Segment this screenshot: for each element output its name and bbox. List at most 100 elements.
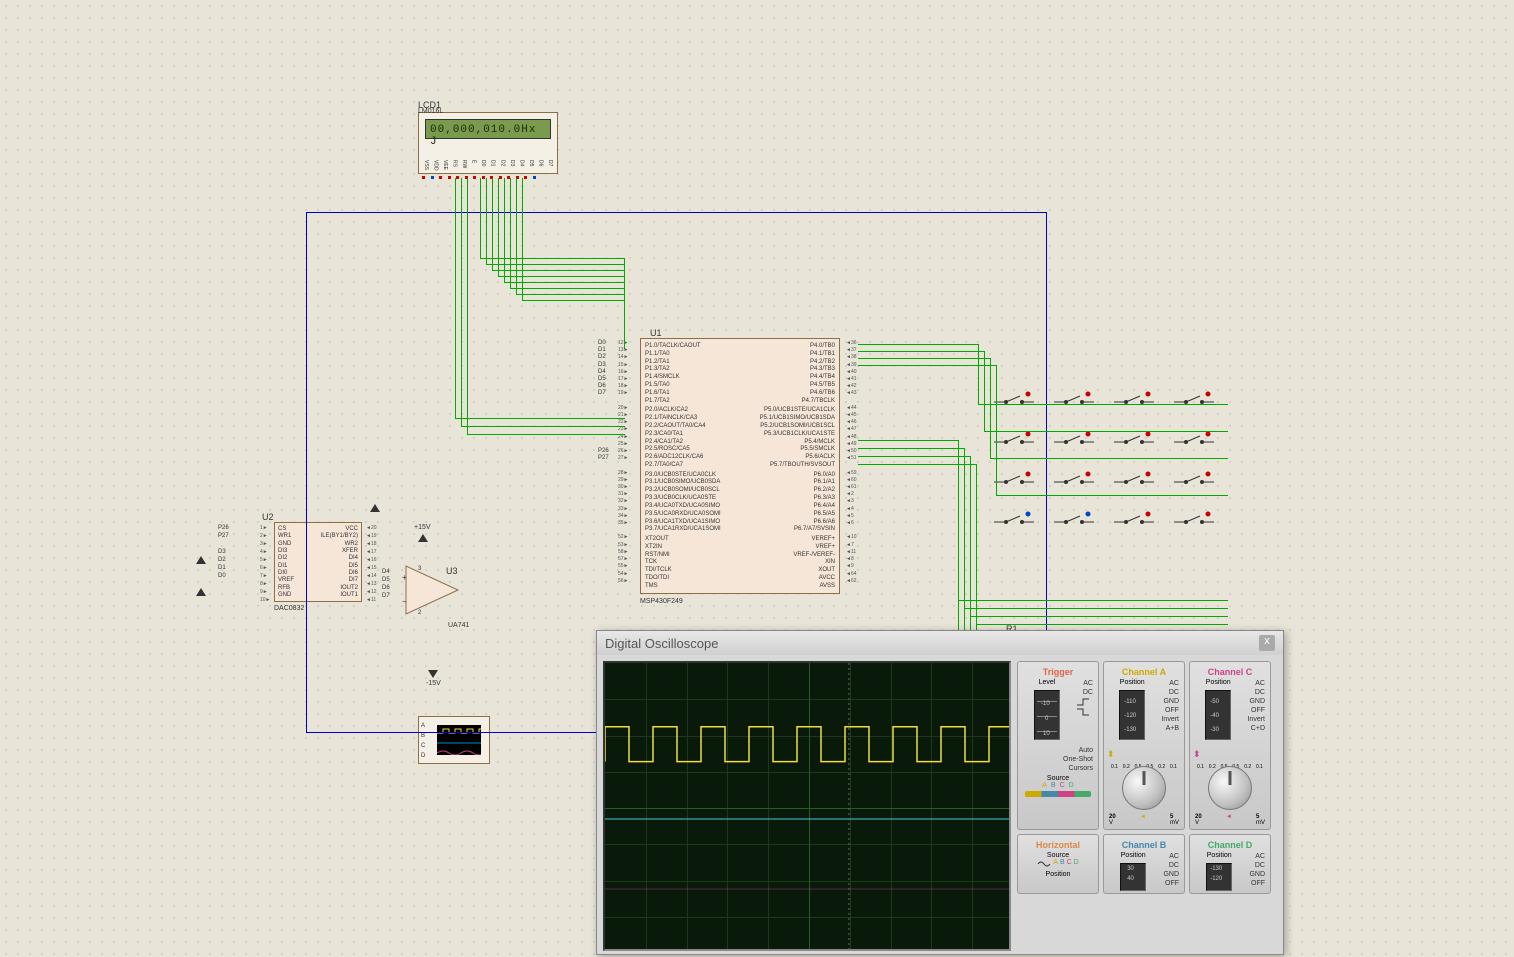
mcu-pin-left: P3.7/UCA1RXD/UCA1SOMI [645, 526, 737, 532]
ch-a-gnd[interactable]: GND [1159, 697, 1181, 706]
mcu-pin-left: TDI/TCLK [645, 567, 737, 573]
lcd-pin: D2 [499, 160, 505, 171]
mcu-pin-right: P4.0/TB0 [743, 343, 835, 349]
mcu-pin-right: AVSS [743, 583, 835, 589]
keypad-key[interactable] [1170, 430, 1218, 458]
opamp-ref-label: U3 [446, 566, 458, 576]
source-a[interactable]: A [1042, 782, 1047, 789]
mcu-pin-left: P1.1/TA0 [645, 351, 737, 357]
dac-component[interactable]: CSWR1GNDDI3DI2DI1DI0VREFRFBGND VCCILE(BY… [274, 522, 362, 602]
dac-pin-right: XFER [316, 548, 358, 554]
oscilloscope-display[interactable] [603, 661, 1011, 951]
ch-c-invert[interactable]: Invert [1245, 715, 1267, 724]
vneg-arrow [428, 670, 438, 678]
trigger-cursors[interactable]: Cursors [1021, 764, 1095, 773]
mcu-pin-right: P4.2/TB2 [743, 359, 835, 365]
lcd-pin: D6 [538, 160, 544, 171]
ch-d-gnd[interactable]: GND [1247, 870, 1267, 879]
channel-b-position-slider[interactable]: 30 40 [1120, 863, 1146, 891]
source-selector-bar[interactable] [1025, 791, 1091, 797]
ch-c-cd[interactable]: C+D [1245, 724, 1267, 733]
mcu-pin-right: P5.0/UCB1STE/UCA1CLK [743, 407, 835, 413]
ch-c-ac[interactable]: AC [1245, 679, 1267, 688]
channel-a-scale-knob[interactable] [1122, 766, 1166, 810]
ch-a-ac[interactable]: AC [1159, 679, 1181, 688]
ch-c-off[interactable]: OFF [1245, 706, 1267, 715]
ch-b-gnd[interactable]: GND [1161, 870, 1181, 879]
keypad-key[interactable] [1110, 470, 1158, 498]
opamp-vneg-label: -15V [426, 680, 441, 687]
keypad-key[interactable] [1050, 470, 1098, 498]
mcu-pin-left: P1.2/TA1 [645, 359, 737, 365]
keypad-key[interactable] [1170, 510, 1218, 538]
ch-b-dc[interactable]: DC [1161, 861, 1181, 870]
svg-text:−: − [402, 597, 407, 606]
oscilloscope-titlebar[interactable]: Digital Oscilloscope x [597, 631, 1283, 655]
source-b[interactable]: B [1051, 782, 1056, 789]
ch-c-dc[interactable]: DC [1245, 688, 1267, 697]
ch-a-ab[interactable]: A+B [1159, 724, 1181, 733]
trigger-oneshot[interactable]: One-Shot [1021, 755, 1095, 764]
ch-a-invert[interactable]: Invert [1159, 715, 1181, 724]
h-source-sine-icon[interactable] [1037, 859, 1051, 869]
mcu-pin-right: P5.6/ACLK [743, 454, 835, 460]
trigger-dc[interactable]: DC [1075, 688, 1095, 697]
channel-c-position-slider[interactable]: -50 -40 -30 [1205, 690, 1231, 740]
channel-a-position-slider[interactable]: -110 -120 -130 [1119, 690, 1145, 740]
mcu-component[interactable]: P1.0/TACLK/CAOUTP1.1/TA0P1.2/TA1P1.3/TA2… [640, 338, 840, 594]
keypad-key[interactable] [1170, 470, 1218, 498]
svg-text:+: + [402, 573, 407, 582]
horizontal-panel: Horizontal Source A B C D Position [1017, 834, 1099, 894]
scope-preview-component[interactable]: ABCD [418, 716, 490, 764]
mcu-pin-nums: 12►13►14►15►16►17►18►19►20►21►22►23►24►2… [618, 340, 629, 585]
ch-b-ac[interactable]: AC [1161, 852, 1181, 861]
opamp-component[interactable]: + − 3 2 [400, 560, 470, 620]
mcu-pin-left: P2.3/CA0/TA1 [645, 431, 737, 437]
channel-d-position-slider[interactable]: -130 -120 [1206, 863, 1232, 891]
source-d[interactable]: D [1069, 782, 1074, 789]
ch-a-dc[interactable]: DC [1159, 688, 1181, 697]
mcu-pin-left: P2.6/ADC12CLK/CA6 [645, 454, 737, 460]
channel-d-panel: Channel D Position -130 -120 AC DC [1189, 834, 1271, 894]
ch-b-off[interactable]: OFF [1161, 879, 1181, 888]
ch-a-off[interactable]: OFF [1159, 706, 1181, 715]
keypad-key[interactable] [1110, 510, 1158, 538]
mcu-pin-right: VREF+ [743, 544, 835, 550]
keypad-key[interactable] [990, 510, 1038, 538]
ch-c-gnd[interactable]: GND [1245, 697, 1267, 706]
mcu-pin-left: TMS [645, 583, 737, 589]
lcd-pin: D3 [509, 160, 515, 171]
ch-d-ac[interactable]: AC [1247, 852, 1267, 861]
oscilloscope-window[interactable]: Digital Oscilloscope x Trigger [596, 630, 1284, 955]
trigger-auto[interactable]: Auto [1021, 746, 1095, 755]
h-source-d[interactable]: D [1074, 859, 1079, 869]
dac-pin-left: DI3 [278, 548, 316, 554]
keypad-key[interactable] [1050, 430, 1098, 458]
h-source-b[interactable]: B [1060, 859, 1065, 869]
close-button[interactable]: x [1259, 635, 1275, 651]
h-source-a[interactable]: A [1053, 859, 1058, 869]
keypad-key[interactable] [1110, 430, 1158, 458]
keypad-key[interactable] [1050, 510, 1098, 538]
mcu-pin-left: P2.7/TA0/CA7 [645, 462, 737, 468]
svg-text:3: 3 [418, 566, 422, 572]
mcu-pin-right: P4.3/TB3 [743, 366, 835, 372]
keypad-key[interactable] [990, 430, 1038, 458]
opamp-part-label: UA741 [448, 622, 469, 629]
ch-d-off[interactable]: OFF [1247, 879, 1267, 888]
dac-pin-right: DI7 [316, 577, 358, 583]
lcd-pin: D4 [518, 160, 524, 171]
keypad-key[interactable] [990, 470, 1038, 498]
lcd-pin: RW [461, 160, 467, 171]
trigger-level-slider[interactable]: -10 0 10 [1034, 690, 1060, 740]
dac-pin-right: IOUT2 [316, 585, 358, 591]
lcd-component[interactable]: 00,000,010.0Hx J VSS VDD VEE RS RW E D0 … [418, 112, 558, 174]
ch-d-dc[interactable]: DC [1247, 861, 1267, 870]
h-source-c[interactable]: C [1067, 859, 1072, 869]
source-c[interactable]: C [1060, 782, 1065, 789]
vpos-arrow [418, 534, 428, 542]
pos-label: Position [1107, 852, 1159, 859]
trigger-ac[interactable]: AC [1075, 679, 1095, 688]
channel-b-title: Channel B [1107, 838, 1181, 852]
channel-c-scale-knob[interactable] [1208, 766, 1252, 810]
